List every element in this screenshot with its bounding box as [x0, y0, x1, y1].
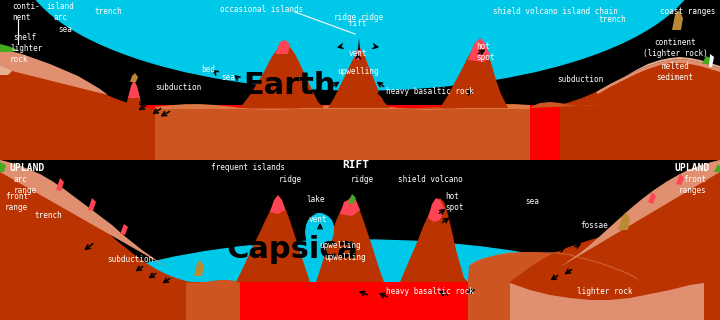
Polygon shape	[440, 40, 508, 108]
Text: upwelling: upwelling	[319, 241, 361, 250]
Polygon shape	[468, 38, 490, 62]
Text: subduction: subduction	[557, 76, 603, 84]
Polygon shape	[0, 48, 108, 95]
Polygon shape	[348, 194, 356, 204]
Polygon shape	[0, 52, 155, 160]
Text: Capsica: Capsica	[226, 236, 358, 265]
Text: Earth: Earth	[244, 70, 336, 100]
Polygon shape	[0, 162, 6, 172]
Polygon shape	[624, 57, 720, 77]
Polygon shape	[130, 73, 138, 82]
Polygon shape	[236, 198, 310, 282]
Polygon shape	[0, 44, 18, 52]
Text: arc
range: arc range	[14, 175, 37, 195]
Text: trench: trench	[598, 15, 626, 25]
Text: trench: trench	[34, 211, 62, 220]
Text: ridge: ridge	[351, 175, 374, 185]
Text: ridge: ridge	[333, 12, 356, 21]
Polygon shape	[702, 56, 712, 64]
Polygon shape	[400, 198, 468, 282]
Polygon shape	[510, 231, 704, 320]
Text: island
arc: island arc	[46, 2, 74, 22]
Polygon shape	[240, 44, 324, 108]
Polygon shape	[125, 82, 143, 109]
Text: ridge: ridge	[361, 12, 384, 21]
Polygon shape	[316, 198, 384, 282]
Text: vent: vent	[309, 215, 328, 225]
Text: rift: rift	[348, 20, 367, 28]
Polygon shape	[120, 224, 128, 235]
Polygon shape	[128, 80, 140, 98]
Text: frequent islands: frequent islands	[211, 164, 285, 172]
Text: vent: vent	[348, 49, 367, 58]
Text: sea: sea	[221, 74, 235, 83]
Text: sea: sea	[58, 26, 72, 35]
Ellipse shape	[0, 240, 720, 320]
Polygon shape	[0, 160, 172, 270]
Polygon shape	[270, 195, 285, 214]
Polygon shape	[714, 164, 720, 172]
Polygon shape	[340, 196, 360, 216]
Polygon shape	[596, 59, 720, 94]
Text: upwelling: upwelling	[324, 253, 366, 262]
Text: lighter
rock: lighter rock	[10, 44, 42, 64]
Polygon shape	[354, 45, 362, 60]
Polygon shape	[194, 260, 204, 276]
Text: lake: lake	[307, 196, 325, 204]
Polygon shape	[530, 102, 600, 108]
Polygon shape	[648, 192, 656, 204]
Text: lighter rock: lighter rock	[577, 287, 633, 297]
Polygon shape	[305, 213, 334, 250]
Text: trench: trench	[94, 7, 122, 17]
Text: RIFT: RIFT	[343, 160, 369, 170]
Text: hot
spot: hot spot	[445, 192, 464, 212]
Text: heavy basaltic rock: heavy basaltic rock	[386, 287, 474, 297]
Polygon shape	[56, 178, 64, 191]
Text: sea: sea	[525, 197, 539, 206]
Polygon shape	[560, 160, 720, 267]
Polygon shape	[709, 54, 714, 67]
Text: shield volcano island chain: shield volcano island chain	[492, 7, 618, 17]
Polygon shape	[0, 66, 12, 75]
Text: conti-
nent: conti- nent	[12, 2, 40, 22]
Text: shelf: shelf	[14, 34, 37, 43]
Polygon shape	[358, 38, 360, 50]
Text: heavy basaltic rock: heavy basaltic rock	[386, 87, 474, 97]
Text: bed: bed	[201, 66, 215, 75]
Text: ridge: ridge	[279, 175, 302, 185]
Text: melted
sediment: melted sediment	[657, 62, 693, 82]
Polygon shape	[155, 104, 530, 110]
Text: subduction: subduction	[155, 83, 201, 92]
Polygon shape	[275, 40, 290, 54]
Polygon shape	[510, 283, 704, 320]
Polygon shape	[186, 280, 240, 320]
Polygon shape	[0, 105, 720, 160]
Text: continent
(lighter rock): continent (lighter rock)	[643, 38, 707, 58]
Polygon shape	[672, 10, 683, 30]
Polygon shape	[0, 160, 210, 320]
Polygon shape	[510, 160, 720, 320]
Text: hot
spot: hot spot	[476, 42, 495, 62]
Polygon shape	[560, 61, 720, 160]
Polygon shape	[469, 252, 640, 282]
Text: UPLAND: UPLAND	[10, 163, 45, 173]
Text: subduction: subduction	[107, 255, 153, 265]
Polygon shape	[468, 252, 640, 320]
Text: UPLAND: UPLAND	[675, 163, 710, 173]
Polygon shape	[328, 48, 390, 108]
Polygon shape	[88, 198, 96, 211]
Text: upwelling: upwelling	[337, 68, 379, 76]
Polygon shape	[155, 106, 530, 160]
Text: fossae: fossae	[580, 220, 608, 229]
Polygon shape	[618, 212, 630, 230]
Text: occasional islands: occasional islands	[220, 5, 304, 14]
Text: front
ranges: front ranges	[678, 175, 706, 195]
Polygon shape	[428, 198, 445, 222]
Polygon shape	[0, 282, 720, 320]
Text: shield volcano: shield volcano	[397, 175, 462, 185]
Polygon shape	[676, 174, 684, 185]
Ellipse shape	[20, 0, 700, 90]
Text: front
range: front range	[5, 192, 28, 212]
Text: coast ranges: coast ranges	[660, 7, 716, 17]
